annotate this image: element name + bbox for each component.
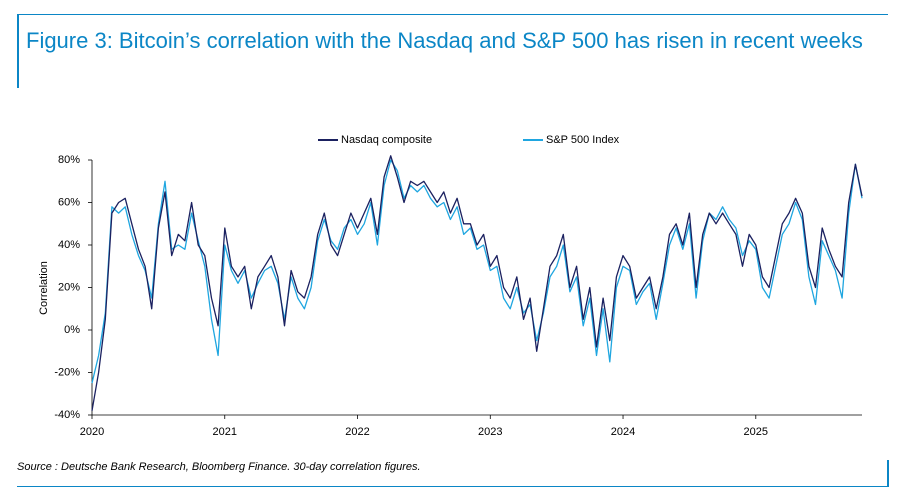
right-bar [887,460,889,487]
x-tick-label: 2020 [80,426,104,438]
x-tick-label: 2023 [478,426,502,438]
left-bar [17,14,19,88]
legend-label: S&P 500 Index [546,134,620,146]
x-tick-label: 2025 [744,426,768,438]
y-tick-label: 20% [58,281,80,293]
chart-title: Figure 3: Bitcoin’s correlation with the… [26,28,863,53]
series-line [91,155,863,411]
x-tick-label: 2024 [611,426,635,438]
source-note: Source : Deutsche Bank Research, Bloombe… [17,461,421,473]
y-tick-label: -20% [54,366,80,378]
bottom-rule [17,486,888,487]
y-tick-label: 80% [58,154,80,166]
y-tick-label: -40% [54,409,80,421]
x-tick-label: 2021 [213,426,237,438]
x-tick-label: 2022 [345,426,369,438]
y-tick-label: 0% [64,324,80,336]
y-tick-label: 60% [58,196,80,208]
legend-label: Nasdaq composite [341,134,432,146]
top-rule [17,14,888,15]
y-tick-label: 40% [58,239,80,251]
y-axis-label: Correlation [38,261,50,315]
series-line [91,159,863,384]
